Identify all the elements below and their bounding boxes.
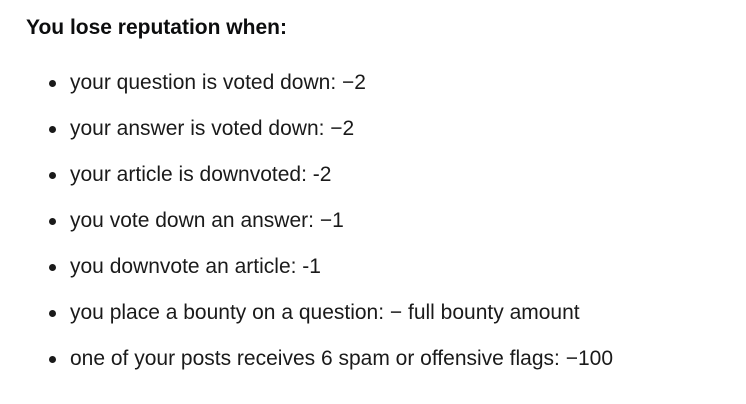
bullet-icon — [49, 126, 56, 133]
list-item-text: you place a bounty on a question: − full… — [70, 301, 580, 324]
list-item-text: you vote down an answer: −1 — [70, 209, 344, 232]
list-item-text: your article is downvoted: -2 — [70, 163, 332, 186]
bullet-icon — [49, 172, 56, 179]
list-item: your question is voted down: −2 — [26, 60, 726, 106]
reputation-loss-section: You lose reputation when: your question … — [26, 14, 726, 382]
list-item: you vote down an answer: −1 — [26, 198, 726, 244]
bullet-icon — [49, 80, 56, 87]
list-item-text: you downvote an article: -1 — [70, 255, 321, 278]
bullet-icon — [49, 356, 56, 363]
list-item: you downvote an article: -1 — [26, 244, 726, 290]
list-item-text: your question is voted down: −2 — [70, 71, 366, 94]
list-item-text: your answer is voted down: −2 — [70, 117, 355, 140]
bullet-icon — [49, 218, 56, 225]
reputation-loss-list: your question is voted down: −2 your ans… — [26, 60, 726, 382]
list-item: you place a bounty on a question: − full… — [26, 290, 726, 336]
list-item: one of your posts receives 6 spam or off… — [26, 336, 726, 382]
bullet-icon — [49, 310, 56, 317]
list-item: your article is downvoted: -2 — [26, 152, 726, 198]
list-item-text: one of your posts receives 6 spam or off… — [70, 347, 614, 370]
bullet-icon — [49, 264, 56, 271]
list-item: your answer is voted down: −2 — [26, 106, 726, 152]
section-heading: You lose reputation when: — [26, 16, 287, 39]
